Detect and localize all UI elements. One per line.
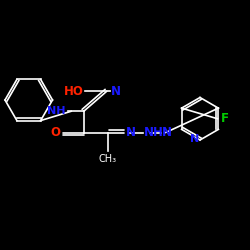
Text: N: N	[111, 85, 121, 98]
Text: HO: HO	[64, 85, 84, 98]
Text: F: F	[221, 112, 229, 125]
Text: N: N	[162, 126, 172, 139]
Text: N: N	[126, 126, 136, 139]
Text: NH: NH	[46, 106, 65, 116]
Text: N: N	[190, 134, 200, 144]
Text: CH₃: CH₃	[98, 154, 116, 164]
Text: NH: NH	[144, 126, 164, 139]
Text: O: O	[50, 126, 60, 139]
